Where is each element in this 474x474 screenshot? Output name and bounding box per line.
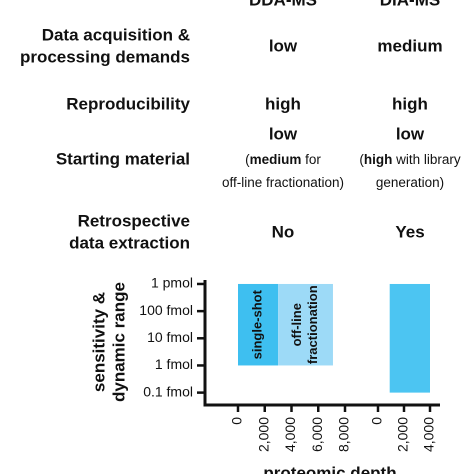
range-bar bbox=[389, 283, 430, 393]
y-axis-title: sensitivity & bbox=[89, 292, 108, 392]
x-tick-label: 0 bbox=[369, 417, 385, 425]
note-part: for bbox=[301, 152, 321, 167]
bar-label: fractionation bbox=[305, 285, 320, 364]
cell-note: generation) bbox=[376, 175, 444, 190]
cell-value: low bbox=[396, 124, 425, 143]
cell-value: Yes bbox=[395, 222, 424, 241]
row-label: Retrospective bbox=[78, 211, 190, 230]
cell-value: high bbox=[392, 94, 428, 113]
note-part: generation) bbox=[376, 175, 444, 190]
y-tick-label: 1 fmol bbox=[155, 356, 193, 372]
y-tick-label: 1 pmol bbox=[151, 275, 193, 291]
column-header: DDA-MS bbox=[249, 0, 317, 9]
x-tick-label: 6,000 bbox=[309, 417, 325, 452]
row-label: Reproducibility bbox=[66, 94, 190, 113]
range-bar bbox=[238, 283, 279, 366]
cell-value: medium bbox=[377, 36, 442, 55]
row-label: data extraction bbox=[69, 233, 190, 252]
x-tick-label: 2,000 bbox=[255, 417, 271, 452]
note-part: off-line fractionation) bbox=[222, 175, 344, 190]
x-tick-label: 8,000 bbox=[336, 417, 352, 452]
y-tick-label: 100 fmol bbox=[139, 302, 193, 318]
x-tick-label: 2,000 bbox=[395, 417, 411, 452]
cell-note: (medium for bbox=[245, 152, 321, 167]
cell-value: No bbox=[272, 222, 295, 241]
x-axis-title: proteomic depth bbox=[263, 463, 396, 474]
cell-value: high bbox=[265, 94, 301, 113]
cell-value: low bbox=[269, 36, 298, 55]
note-part: medium bbox=[250, 152, 302, 167]
cell-note: (high with library bbox=[359, 152, 461, 167]
note-part: ( bbox=[245, 152, 250, 167]
cell-note: off-line fractionation) bbox=[222, 175, 344, 190]
row-label: processing demands bbox=[20, 47, 190, 66]
note-part: high bbox=[364, 152, 393, 167]
y-axis-title: dynamic range bbox=[109, 282, 128, 402]
row-label: Data acquisition & bbox=[42, 25, 190, 44]
bar-label: off-line bbox=[289, 303, 304, 346]
y-tick-label: 10 fmol bbox=[147, 329, 193, 345]
note-part: ( bbox=[359, 152, 364, 167]
x-tick-label: 4,000 bbox=[421, 417, 437, 452]
x-tick-label: 0 bbox=[229, 417, 245, 425]
y-tick-label: 0.1 fmol bbox=[143, 383, 193, 399]
x-tick-label: 4,000 bbox=[282, 417, 298, 452]
bar-label: single-shot bbox=[250, 289, 265, 359]
row-label: Starting material bbox=[56, 149, 190, 168]
range-bar bbox=[278, 283, 333, 366]
column-header: DIA-MS bbox=[380, 0, 440, 9]
cell-value: low bbox=[269, 124, 298, 143]
note-part: with library bbox=[392, 152, 461, 167]
